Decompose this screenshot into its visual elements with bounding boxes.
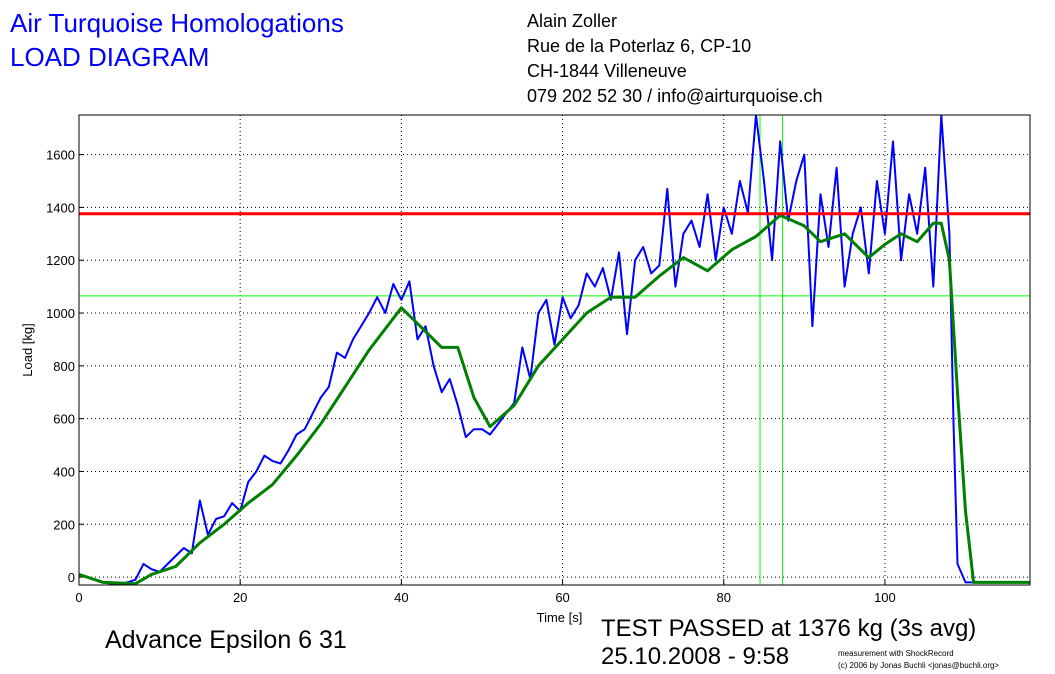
y-tick-label: 1000 — [46, 306, 75, 321]
plot-frame — [78, 114, 1031, 586]
y-tick-label: 1600 — [46, 148, 75, 163]
x-axis-label: Time [s] — [537, 610, 583, 625]
x-tick-label: 100 — [874, 590, 896, 605]
x-tick-label: 80 — [717, 590, 731, 605]
average-load-line — [79, 213, 1030, 585]
test-result: TEST PASSED at 1376 kg (3s avg) — [601, 615, 977, 642]
y-tick-label: 0 — [68, 570, 75, 585]
raw-load-line — [79, 115, 1030, 585]
address-street: Rue de la Poterlaz 6, CP-10 — [527, 36, 752, 56]
title: Air Turquoise Homologations — [10, 8, 344, 38]
glider-name: Advance Epsilon 6 31 — [105, 626, 347, 654]
x-tick-label: 40 — [394, 590, 408, 605]
address-contact: 079 202 52 30 / info@airturquoise.ch — [527, 86, 823, 106]
credit-author: (c) 2006 by Jonas Buchli <jonas@buchli.o… — [838, 661, 1000, 670]
y-tick-label: 600 — [53, 412, 75, 427]
y-tick-label: 1200 — [46, 253, 75, 268]
address-name: Alain Zoller — [527, 11, 618, 31]
x-tick-label: 60 — [555, 590, 569, 605]
test-datetime: 25.10.2008 - 9:58 — [601, 643, 790, 670]
y-tick-label: 400 — [53, 464, 75, 479]
y-axis-label: Load [kg] — [20, 323, 35, 377]
y-tick-label: 1400 — [46, 200, 75, 215]
address-city: CH-1844 Villeneuve — [527, 61, 687, 81]
credit-measurement: measurement with ShockRecord — [838, 649, 954, 658]
x-tick-label: 0 — [75, 590, 82, 605]
y-tick-label: 800 — [53, 359, 75, 374]
y-tick-label: 200 — [53, 517, 75, 532]
x-tick-label: 20 — [233, 590, 247, 605]
subtitle: LOAD DIAGRAM — [10, 42, 210, 72]
